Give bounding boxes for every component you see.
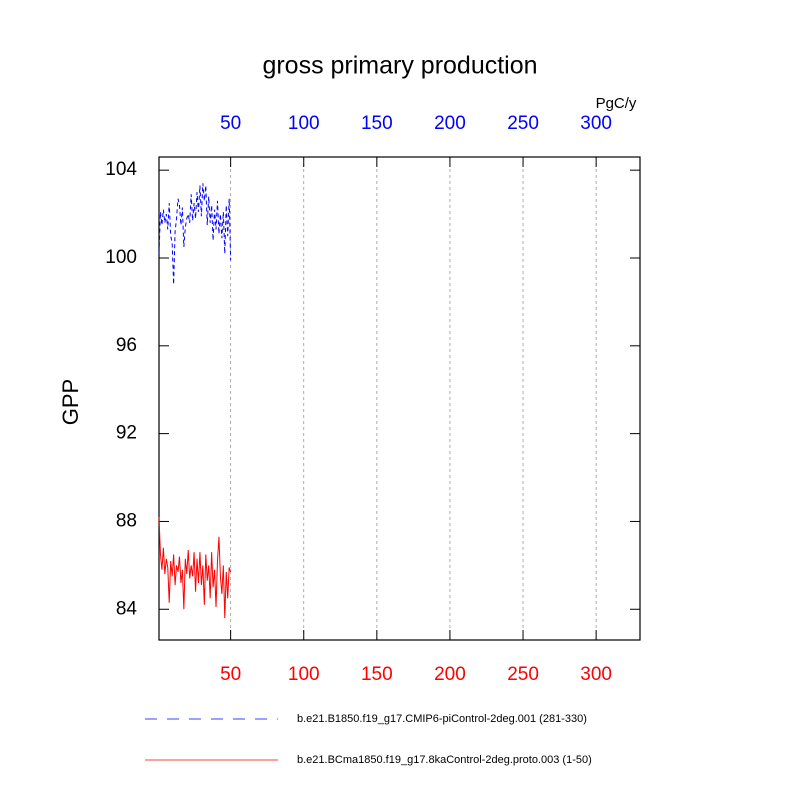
- chart-title: gross primary production: [262, 52, 537, 80]
- x2-tick-label: 150: [361, 113, 393, 134]
- x-tick-label: 150: [361, 664, 393, 685]
- x-tick-label: 100: [288, 664, 320, 685]
- x2-axis-label: PgC/y: [596, 95, 637, 112]
- y-tick-label: 96: [116, 335, 137, 356]
- plot-frame: [158, 156, 641, 641]
- y-tick-label: 100: [105, 247, 137, 268]
- x2-tick-label: 250: [507, 113, 539, 134]
- y-tick-label: 92: [116, 423, 137, 444]
- legend-label: b.e21.B1850.f19_g17.CMIP6-piControl-2deg…: [297, 713, 587, 725]
- x2-tick-label: 200: [434, 113, 466, 134]
- y-tick-label: 84: [116, 598, 138, 619]
- y-tick-label: 104: [105, 159, 137, 180]
- y-axis-label: GPP: [58, 379, 83, 425]
- series-line: [158, 183, 232, 285]
- series-line: [158, 517, 232, 619]
- x2-tick-label: 100: [288, 113, 320, 134]
- y-tick-label: 88: [116, 510, 137, 531]
- x-tick-label: 200: [434, 664, 466, 685]
- x-tick-label: 250: [507, 664, 539, 685]
- legend-label: b.e21.BCma1850.f19_g17.8kaControl-2deg.p…: [297, 754, 592, 766]
- x2-tick-label: 50: [220, 113, 241, 134]
- x-tick-label: 300: [580, 664, 612, 685]
- x2-tick-label: 300: [580, 113, 612, 134]
- x-tick-label: 50: [220, 664, 241, 685]
